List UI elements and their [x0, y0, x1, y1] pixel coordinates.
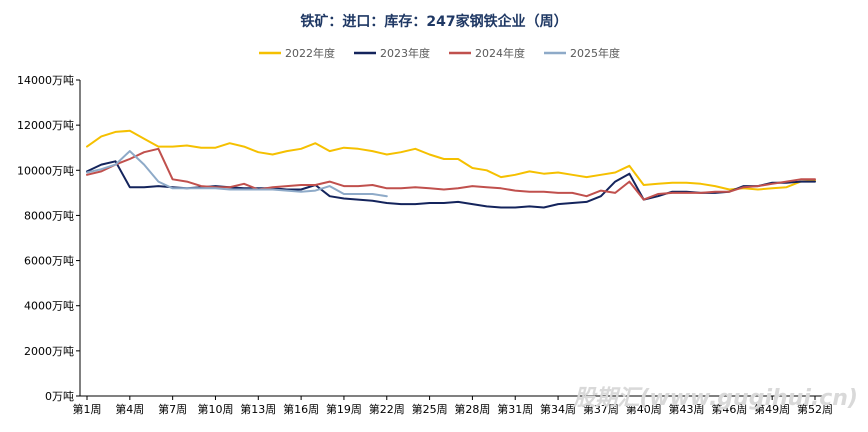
x-tick-label: 第31周	[497, 402, 533, 416]
x-tick-label: 第40周	[626, 402, 662, 416]
x-tick-label: 第37周	[583, 402, 619, 416]
series-line-4	[86, 150, 388, 198]
x-tick-label: 第13周	[240, 402, 276, 416]
y-tick-label: 6000万吨	[24, 255, 74, 268]
x-tick-label: 第46周	[711, 402, 747, 416]
y-tick-label: 14000万吨	[17, 74, 74, 87]
chart-legend: 2022年度 2023年度 2024年度 2025年度	[259, 46, 620, 60]
x-tick-label: 第49周	[754, 402, 790, 416]
x-tick-label: 第7周	[158, 402, 187, 416]
y-tick-label: 2000万吨	[24, 345, 74, 358]
y-tick-label: 12000万吨	[17, 119, 74, 132]
x-tick-label: 第25周	[412, 402, 448, 416]
series-line-3	[86, 147, 816, 201]
legend-label: 2025年度	[570, 46, 620, 60]
x-tick-label: 第28周	[454, 402, 490, 416]
y-tick-label: 4000万吨	[24, 300, 74, 313]
x-tick-label: 第22周	[369, 402, 405, 416]
chart-title: 铁矿：进口：库存：247家钢铁企业（周）	[300, 13, 567, 30]
x-tick-label: 第43周	[669, 402, 705, 416]
legend-label: 2024年度	[475, 46, 525, 60]
x-tick-label: 第1周	[73, 402, 102, 416]
x-tick-label: 第16周	[283, 402, 319, 416]
x-tick-label: 第19周	[326, 402, 362, 416]
y-tick-label: 10000万吨	[17, 164, 74, 177]
series-line-1	[86, 129, 816, 191]
x-tick-label: 第10周	[197, 402, 233, 416]
y-tick-label: 0万吨	[45, 390, 74, 403]
y-tick-label: 8000万吨	[24, 209, 74, 222]
legend-label: 2022年度	[285, 46, 335, 60]
watermark-text: 股期汇(www.gugihui.cn)	[572, 386, 858, 411]
x-tick-label: 第4周	[115, 402, 144, 416]
chart-series	[86, 129, 816, 209]
x-tick-label: 第34周	[540, 402, 576, 416]
x-tick-label: 第52周	[797, 402, 833, 416]
chart-axes: 0万吨 2000万吨 4000万吨 6000万吨 8000万吨 10000万吨 12000万…	[17, 74, 833, 416]
legend-label: 2023年度	[380, 46, 430, 60]
